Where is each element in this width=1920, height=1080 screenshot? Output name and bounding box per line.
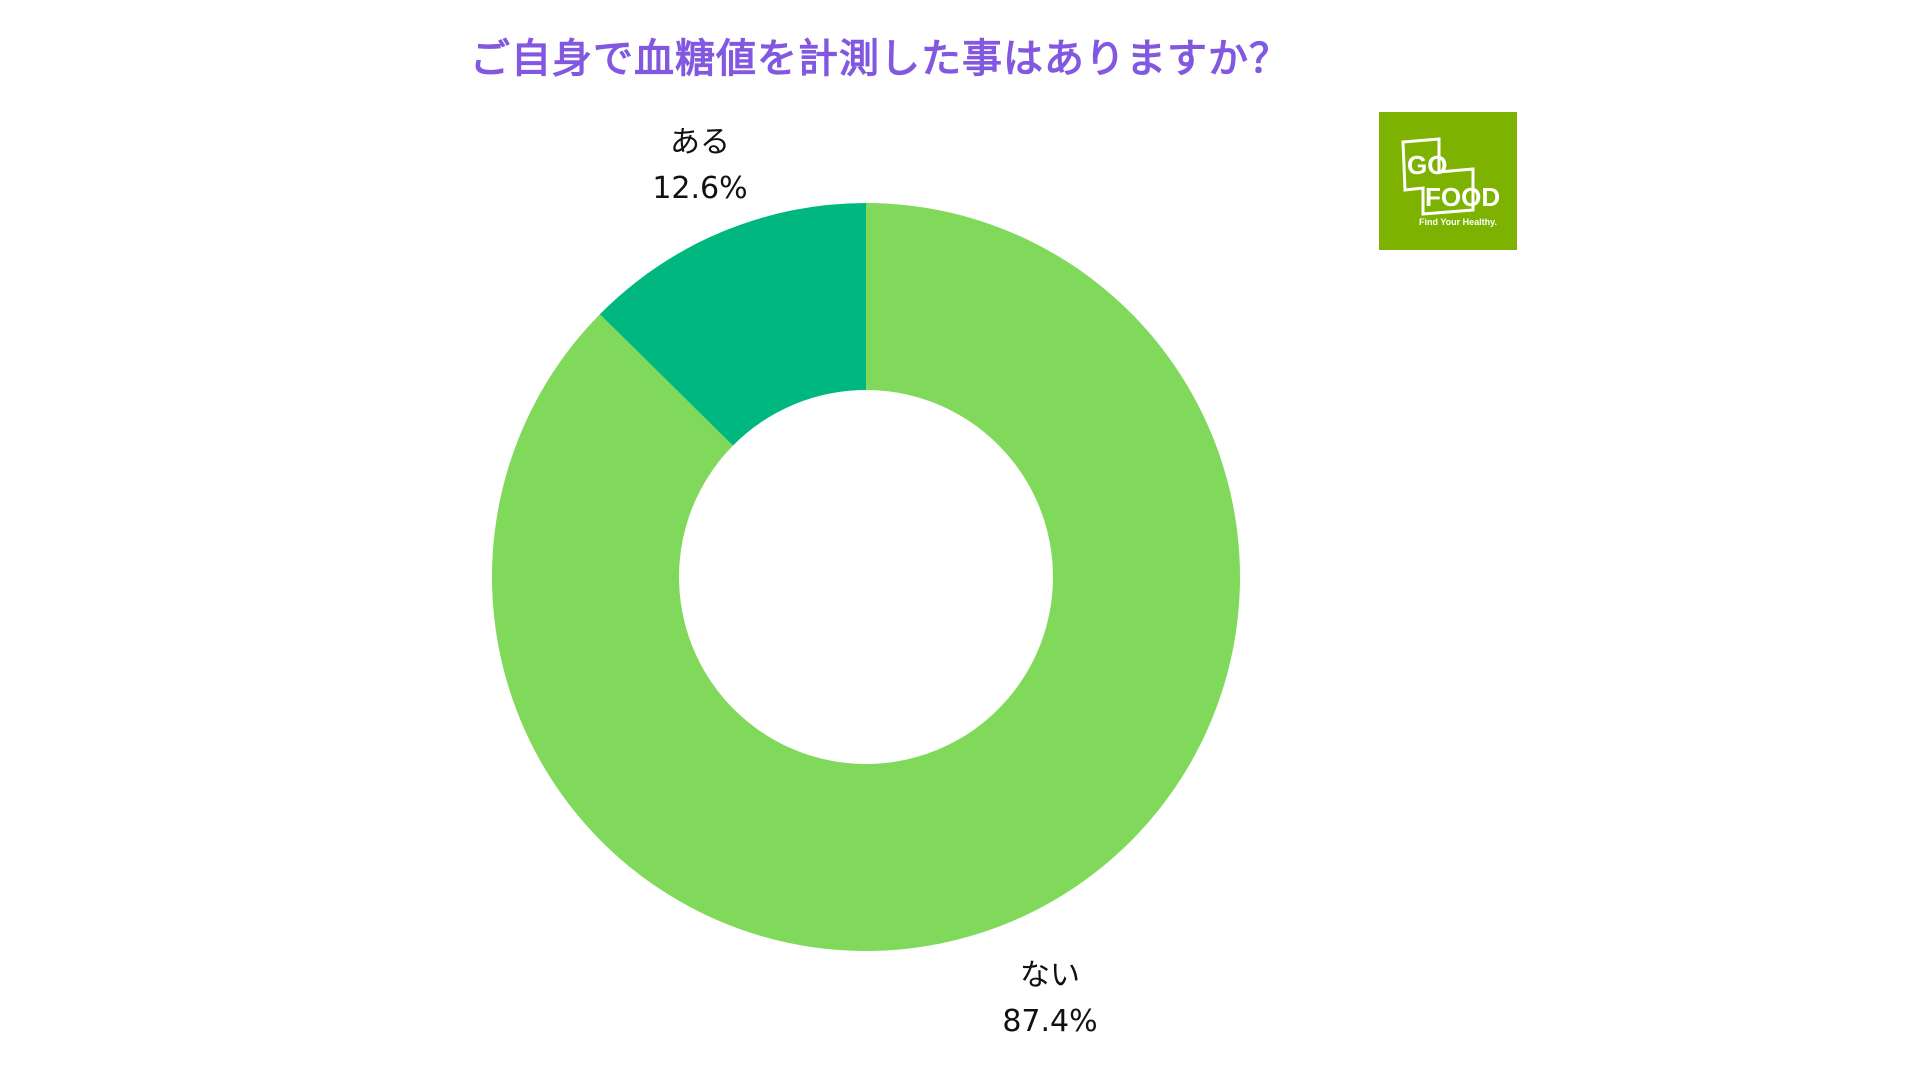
label-nai: ない 87.4% (965, 953, 1135, 1045)
chart-title: ご自身で血糖値を計測した事はありますか？ (470, 36, 1290, 82)
logo-food: FOOD (1425, 182, 1500, 212)
label-nai-percent: 87.4% (1002, 1004, 1098, 1039)
label-aru-percent: 12.6% (652, 171, 748, 206)
logo-go: GO (1407, 150, 1447, 180)
label-aru: ある 12.6% (615, 120, 785, 212)
slice-aru (599, 203, 866, 446)
slice-nai (491, 203, 1241, 952)
gofood-logo: GO FOOD Find Your Healthy. (1379, 112, 1517, 250)
label-nai-category: ない (1020, 958, 1080, 993)
logo-background (1379, 112, 1517, 250)
donut-slices (491, 203, 1241, 952)
logo-tagline: Find Your Healthy. (1419, 217, 1497, 227)
label-aru-category: ある (670, 125, 730, 160)
